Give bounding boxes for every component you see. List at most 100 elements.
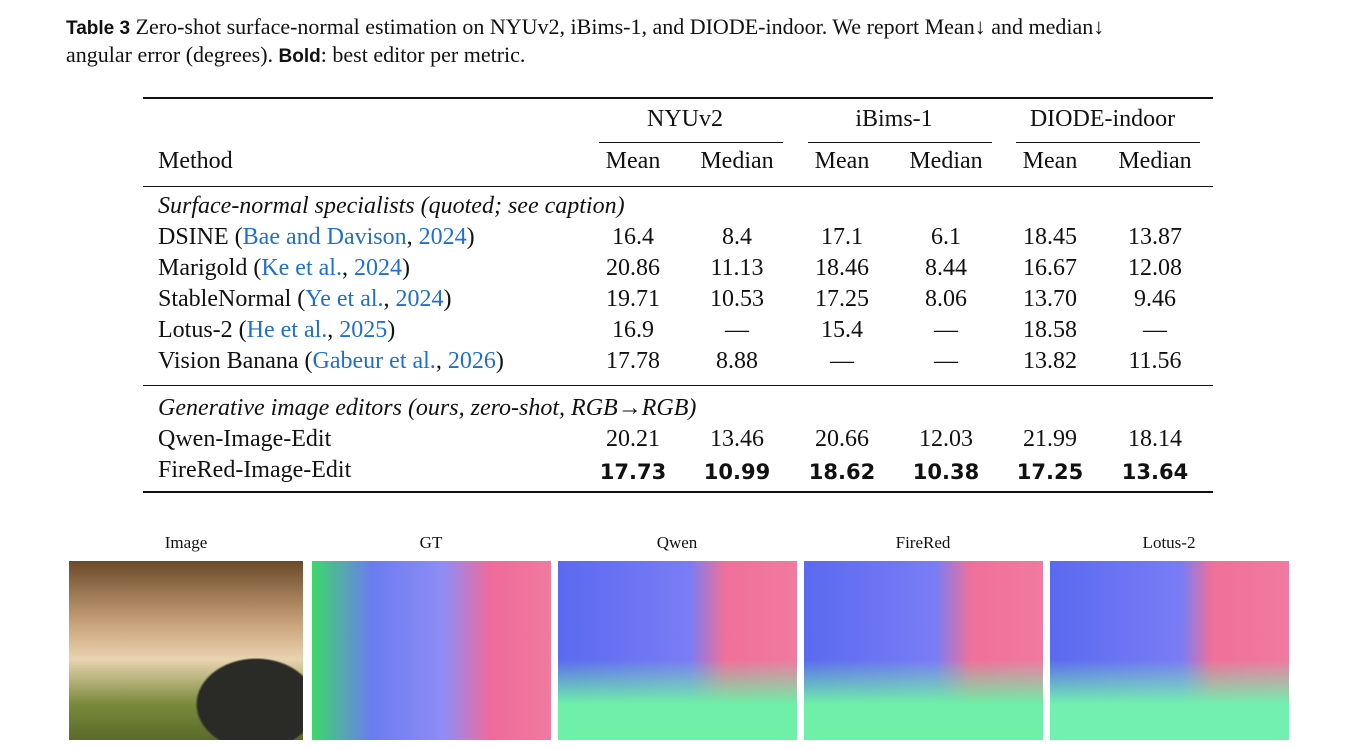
- method: StableNormal (Ye et al., 2024): [158, 286, 452, 313]
- method-text: ): [495, 348, 504, 374]
- group-header: iBims-1: [855, 106, 933, 132]
- citation: Gabeur et al.: [312, 348, 436, 374]
- cell: 10.53: [710, 286, 764, 312]
- caption-text: angular error (degrees).: [66, 42, 274, 67]
- cell: 17.78: [606, 348, 660, 374]
- gt-panel: [312, 561, 551, 740]
- method: DSINE (Bae and Davison, 2024): [158, 224, 475, 251]
- citation: 2025: [339, 317, 388, 343]
- cell: 11.56: [1128, 348, 1182, 374]
- citation: Ke et al.: [261, 255, 342, 281]
- lotus-panel: [1050, 561, 1289, 740]
- cell: 20.86: [606, 255, 660, 281]
- method: Vision Banana (Gabeur et al., 2026): [158, 348, 504, 375]
- rule: [143, 385, 1213, 386]
- cell: 18.62: [808, 460, 876, 484]
- column-header: Median: [1118, 148, 1192, 174]
- method-text: ,: [383, 286, 396, 312]
- method: FireRed-Image-Edit: [158, 457, 351, 484]
- cell: 13.87: [1128, 224, 1182, 250]
- method-text: ): [387, 317, 396, 343]
- method-text: ): [443, 286, 452, 312]
- rule: [1016, 142, 1200, 143]
- cell: 16.67: [1023, 255, 1077, 281]
- panel-label: FireRed: [895, 533, 951, 552]
- cell: 18.46: [815, 255, 869, 281]
- method-text: FireRed-Image-Edit: [158, 457, 352, 483]
- cell: 8.4: [722, 224, 752, 250]
- group-header: DIODE-indoor: [1029, 106, 1176, 132]
- method: Qwen-Image-Edit: [158, 426, 331, 453]
- citation: Ye et al.: [305, 286, 384, 312]
- panel-label: Image: [164, 533, 208, 552]
- column-header: Median: [909, 148, 983, 174]
- cell: 12.03: [919, 426, 973, 452]
- rule: [143, 491, 1213, 493]
- cell: 10.38: [912, 460, 980, 484]
- cell: 11.13: [710, 255, 764, 281]
- cell: 21.99: [1023, 426, 1077, 452]
- cell: 18.14: [1128, 426, 1182, 452]
- cell: 18.58: [1023, 317, 1077, 343]
- method: Lotus-2 (He et al., 2025): [158, 317, 395, 344]
- column-header: Mean: [605, 148, 661, 174]
- cell: 17.25: [1016, 460, 1084, 484]
- method-text: StableNormal (: [158, 286, 306, 312]
- method-text: ,: [406, 224, 419, 250]
- cell: 17.1: [821, 224, 863, 250]
- method-text: Lotus-2 (: [158, 317, 247, 343]
- cell: 13.64: [1121, 460, 1189, 484]
- citation: 2024: [395, 286, 444, 312]
- cell: —: [725, 317, 749, 343]
- citation: Bae and Davison: [242, 224, 407, 250]
- cell: —: [830, 348, 854, 374]
- cell: 17.25: [815, 286, 869, 312]
- cell: 20.21: [606, 426, 660, 452]
- column-header: Mean: [814, 148, 870, 174]
- method-text: Marigold (: [158, 255, 262, 281]
- cell: —: [1143, 317, 1167, 343]
- caption-line: Table 3 Zero-shot surface-normal estimat…: [66, 14, 1104, 40]
- citation: 2026: [447, 348, 496, 374]
- method-text: ,: [435, 348, 448, 374]
- column-header: Method: [158, 148, 233, 174]
- caption-line: angular error (degrees). Bold: best edit…: [66, 42, 525, 68]
- method-text: Qwen-Image-Edit: [158, 426, 332, 452]
- citation: 2024: [353, 255, 402, 281]
- method-text: ): [401, 255, 410, 281]
- method-text: ,: [341, 255, 354, 281]
- cell: 8.88: [716, 348, 758, 374]
- panel-label: Qwen: [656, 533, 698, 552]
- method: Marigold (Ke et al., 2024): [158, 255, 410, 282]
- cell: 8.44: [925, 255, 967, 281]
- method-text: ): [466, 224, 475, 250]
- column-header: Median: [700, 148, 774, 174]
- citation: He et al.: [246, 317, 328, 343]
- column-header: Mean: [1022, 148, 1078, 174]
- method-text: ,: [327, 317, 340, 343]
- method-text: DSINE (: [158, 224, 243, 250]
- cell: 13.82: [1023, 348, 1077, 374]
- image-panel: [69, 561, 303, 740]
- cell: 16.9: [612, 317, 654, 343]
- rule: [808, 142, 992, 143]
- qwen-panel: [558, 561, 797, 740]
- cell: 6.1: [931, 224, 961, 250]
- rule: [599, 142, 783, 143]
- group-header: NYUv2: [647, 106, 723, 132]
- cell: 12.08: [1128, 255, 1182, 281]
- cell: 13.46: [710, 426, 764, 452]
- panel-label: Lotus-2: [1142, 533, 1196, 552]
- cell: 17.73: [599, 460, 667, 484]
- cell: 20.66: [815, 426, 869, 452]
- cell: 9.46: [1134, 286, 1176, 312]
- caption-text: Zero-shot surface-normal estimation on N…: [135, 14, 1105, 39]
- rule: [143, 97, 1213, 99]
- rule: [143, 186, 1213, 187]
- caption-text: : best editor per metric.: [320, 42, 526, 67]
- cell: 10.99: [703, 460, 771, 484]
- cell: 19.71: [606, 286, 660, 312]
- panel-label: GT: [419, 533, 443, 552]
- citation: 2024: [418, 224, 467, 250]
